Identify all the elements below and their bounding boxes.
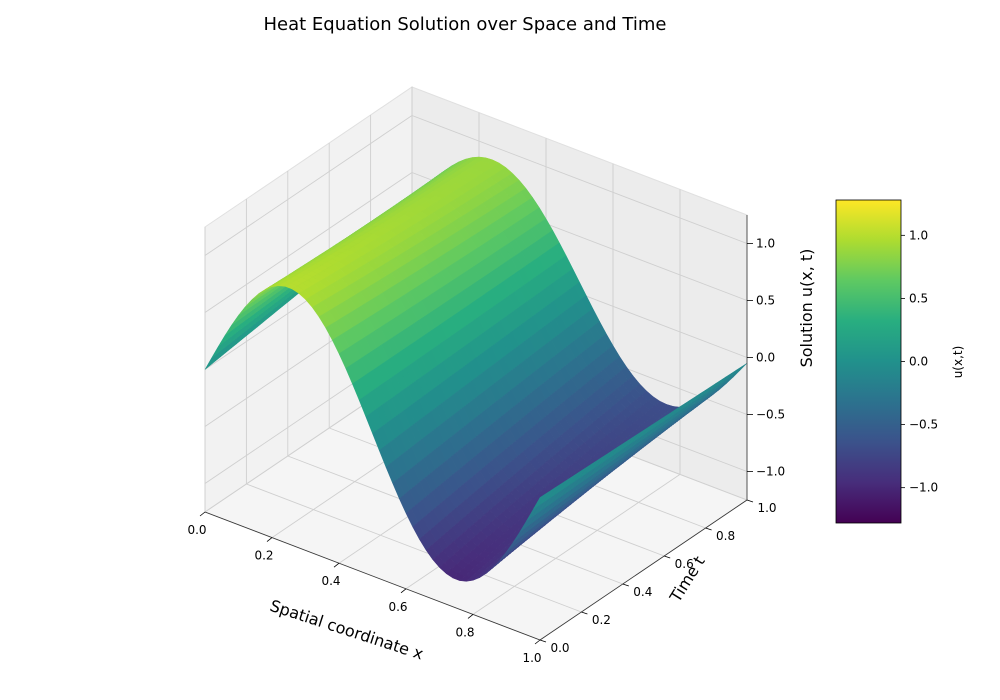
x-tick xyxy=(400,588,407,594)
z-axis-label: Solution u(x, t) xyxy=(797,249,816,368)
left-grid-z xyxy=(204,115,413,256)
left-grid-z xyxy=(204,172,413,313)
t-axis-line xyxy=(539,499,748,641)
colorbar-tick-label: −0.5 xyxy=(909,418,938,432)
x-tick-label: 0.8 xyxy=(455,625,474,639)
floor-grid-x xyxy=(472,474,681,615)
colorbar-tick-label: −1.0 xyxy=(909,481,938,495)
surface-patch xyxy=(533,493,546,510)
colorbar-label: u(x,t) xyxy=(951,346,965,379)
chart-title: Heat Equation Solution over Space and Ti… xyxy=(264,14,667,35)
t-tick xyxy=(581,611,588,615)
t-tick xyxy=(705,527,712,531)
t-tick-label: 0.6 xyxy=(675,557,694,571)
t-tick xyxy=(664,555,671,559)
z-tick-label: −1.0 xyxy=(756,465,785,479)
colorbar: −1.0 −0.5 0.0 0.5 1.0 u(x,t) xyxy=(835,199,965,524)
z-tick-label: 1.0 xyxy=(756,237,775,251)
colorbar-gradient xyxy=(835,199,902,524)
colorbar-tick-label: 0.5 xyxy=(909,291,928,305)
colorbar-tick-label: 0.0 xyxy=(909,355,928,369)
t-tick xyxy=(622,583,629,587)
floor-grid-t xyxy=(246,483,582,613)
t-tick-label: 1.0 xyxy=(757,501,776,515)
x-tick-label: 1.0 xyxy=(522,651,541,665)
surface-mesh xyxy=(204,156,748,582)
z-tick-label: 0.5 xyxy=(756,294,775,308)
x-tick xyxy=(266,537,273,542)
x-tick-label: 0.4 xyxy=(321,574,340,588)
t-tick-label: 0.2 xyxy=(592,613,611,627)
colorbar-ticks: −1.0 −0.5 0.0 0.5 1.0 xyxy=(901,228,938,495)
x-axis-line xyxy=(204,511,541,641)
y-axis-label: Time t xyxy=(665,553,708,607)
x-tick-label: 0.6 xyxy=(388,600,407,614)
x-tick xyxy=(199,511,206,517)
x-tick-label: 0.2 xyxy=(254,549,273,563)
x-tick xyxy=(534,639,541,645)
z-tick-label: 0.0 xyxy=(756,351,775,365)
x-tick xyxy=(467,614,474,619)
t-tick xyxy=(746,499,754,503)
axes-ticks: 0.0 0.2 0.4 0.6 0.8 1.0 0.0 0.2 0.4 0.6 0.8 1.0 −1.0… xyxy=(187,237,785,666)
z-tick-label: −0.5 xyxy=(756,408,785,422)
colorbar-tick-label: 1.0 xyxy=(909,228,928,242)
t-tick-label: 0.4 xyxy=(633,585,652,599)
x-tick xyxy=(333,562,340,568)
t-tick xyxy=(539,639,547,643)
back-grid-z xyxy=(411,115,748,244)
t-tick-label: 0.8 xyxy=(716,529,735,543)
x-tick-label: 0.0 xyxy=(187,523,206,537)
t-tick-label: 0.0 xyxy=(550,641,569,655)
